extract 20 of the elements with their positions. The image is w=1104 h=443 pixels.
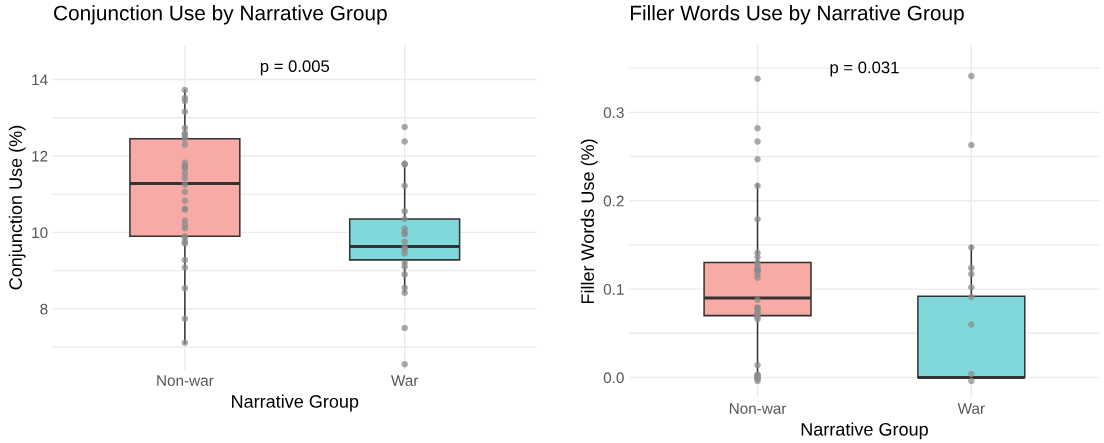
x-tick-label: War bbox=[957, 403, 985, 414]
y-tick-label: 10 bbox=[32, 227, 48, 239]
x-axis-title: Narrative Group bbox=[801, 422, 928, 440]
y-tick-label: 0.3 bbox=[603, 107, 624, 119]
y-tick-label: 8 bbox=[40, 303, 48, 315]
y-tick-label: 0.1 bbox=[603, 283, 624, 295]
chart-title: Conjunction Use by Narrative Group bbox=[54, 5, 387, 25]
y-tick-label: 14 bbox=[32, 74, 48, 86]
y-tick-label: 0.0 bbox=[603, 372, 624, 384]
y-axis-title: Conjunction Use (%) bbox=[8, 125, 26, 290]
x-tick-label: War bbox=[391, 375, 419, 386]
y-axis-title: Filler Words Use (%) bbox=[580, 139, 598, 304]
annotation: p = 0.031 bbox=[830, 61, 899, 77]
x-tick-label: Non-war bbox=[729, 403, 787, 414]
y-tick-label: 0.2 bbox=[603, 195, 624, 207]
annotation: p = 0.005 bbox=[260, 60, 330, 76]
y-tick-label: 12 bbox=[32, 150, 48, 162]
x-axis-title: Narrative Group bbox=[232, 394, 359, 412]
chart-title: Filler Words Use by Narrative Group bbox=[630, 5, 964, 25]
x-tick-label: Non-war bbox=[157, 375, 214, 386]
